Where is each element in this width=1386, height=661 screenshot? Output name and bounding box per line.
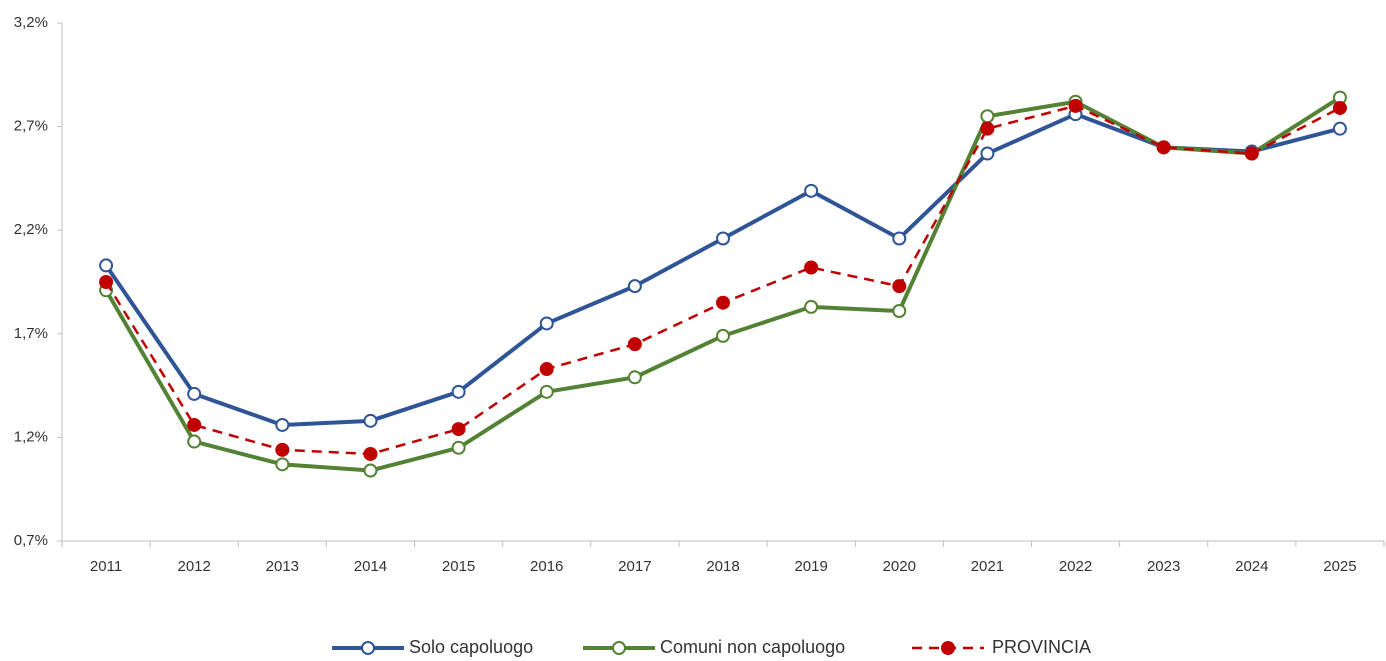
point: [892, 231, 907, 246]
y-tick-label: 2,2%: [14, 221, 48, 238]
legend-marker: [612, 641, 626, 655]
point: [627, 337, 642, 352]
point: [980, 121, 995, 136]
series-line: [105, 104, 1341, 456]
point: [804, 260, 819, 275]
point: [275, 457, 290, 472]
point: [1156, 140, 1171, 155]
point: [539, 384, 554, 399]
x-tick-label: 2023: [1147, 558, 1180, 575]
point: [804, 299, 819, 314]
series-line: [104, 112, 1341, 427]
x-tick-label: 2022: [1059, 558, 1092, 575]
point: [1068, 98, 1083, 113]
point: [363, 463, 378, 478]
point: [1332, 121, 1347, 136]
point: [275, 442, 290, 457]
point: [539, 316, 554, 331]
point: [539, 362, 554, 377]
point: [627, 370, 642, 385]
point: [451, 440, 466, 455]
y-tick-label: 0,7%: [14, 532, 48, 549]
legend-label: Solo capoluogo: [409, 637, 533, 657]
point: [451, 384, 466, 399]
y-tick-label: 1,2%: [14, 428, 48, 445]
y-tick-label: 1,7%: [14, 325, 48, 342]
point: [187, 417, 202, 432]
point: [363, 446, 378, 461]
point: [716, 328, 730, 343]
point: [187, 434, 202, 449]
point: [716, 231, 730, 246]
point: [99, 275, 114, 289]
y-tick-label: 2,7%: [14, 118, 48, 135]
point: [1244, 146, 1259, 161]
point: [1332, 100, 1347, 115]
point: [627, 279, 642, 294]
x-tick-label: 2015: [442, 558, 475, 575]
point: [804, 183, 819, 198]
x-tick-label: 2013: [266, 558, 299, 575]
legend-marker: [941, 641, 955, 655]
legend-marker: [361, 641, 375, 655]
point: [275, 417, 290, 432]
x-tick-label: 2017: [618, 558, 651, 575]
x-tick-label: 2018: [706, 558, 739, 575]
x-tick-label: 2025: [1323, 558, 1356, 575]
x-tick-label: 2014: [354, 558, 387, 575]
x-tick-label: 2019: [794, 558, 827, 575]
point: [363, 413, 378, 428]
legend-label: PROVINCIA: [992, 637, 1091, 657]
x-tick-label: 2020: [883, 558, 916, 575]
point: [980, 146, 995, 161]
legend-label: Comuni non capoluogo: [660, 637, 845, 657]
x-tick-label: 2016: [530, 558, 563, 575]
point: [716, 295, 730, 310]
point: [892, 304, 907, 319]
x-tick-label: 2021: [971, 558, 1004, 575]
point: [187, 386, 202, 401]
point: [451, 422, 466, 437]
x-tick-label: 2011: [90, 558, 122, 575]
x-tick-label: 2024: [1235, 558, 1268, 575]
y-tick-label: 3,2%: [14, 14, 48, 31]
point: [99, 258, 114, 273]
point: [892, 279, 907, 294]
x-tick-label: 2012: [178, 558, 211, 575]
point: [980, 109, 995, 124]
series-line: [104, 95, 1342, 473]
